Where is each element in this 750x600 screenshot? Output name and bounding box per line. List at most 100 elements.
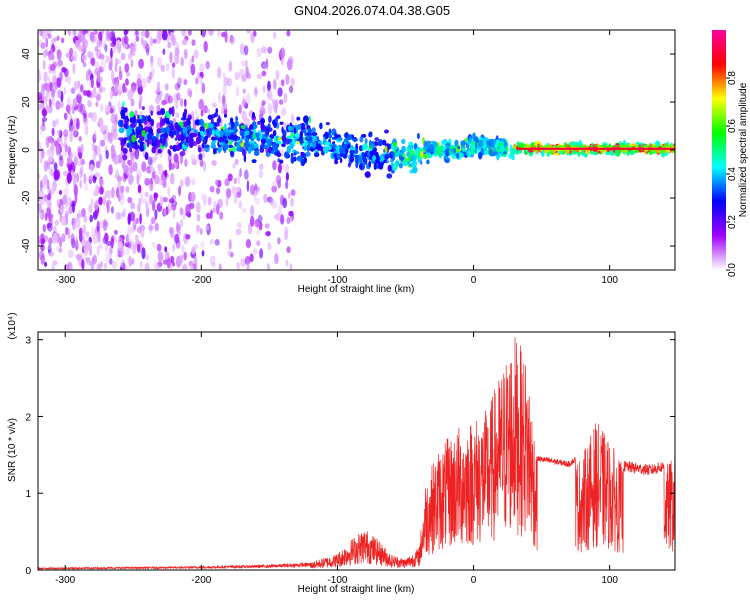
spectrogram-cell [125, 265, 129, 270]
spectrogram-cell [45, 104, 49, 112]
spectrogram-cell [275, 175, 282, 184]
spectrogram-cell [129, 45, 135, 57]
spectrogram-cell [96, 245, 100, 257]
spectrogram-cell [152, 136, 157, 140]
spectrogram-cell [209, 255, 216, 265]
spectrogram-cell [363, 157, 368, 165]
spectrogram-cell [304, 129, 307, 137]
spectrogram-cell [466, 150, 472, 156]
spectrogram-cell [159, 174, 166, 184]
spectrogram-cell [200, 192, 204, 201]
spectrogram-cell [350, 145, 354, 150]
spectrogram-cell [394, 145, 398, 150]
spectrogram-cell [174, 233, 180, 244]
spectrogram-cell [127, 196, 133, 204]
spectrogram-cell [386, 173, 393, 179]
spectrogram-cell [334, 156, 338, 164]
spectrogram-cell [122, 208, 127, 218]
spectrogram-y-ticks: -40 -20 0 20 40 [21, 48, 675, 253]
spectrogram-cell [254, 183, 258, 191]
spectrogram-cell [168, 151, 172, 156]
spectrogram-cell [260, 138, 267, 144]
spectrogram-cell [238, 200, 243, 210]
spectrogram-cell [108, 164, 113, 176]
spectrogram-cell [286, 58, 293, 71]
spectrogram-cell [487, 145, 491, 150]
spectrogram-cell [118, 82, 122, 95]
colorbar: 0.0 0.2 0.4 0.6 0.8 Normalized spectral ampl… [712, 30, 749, 277]
spectrogram-cell [167, 41, 172, 49]
spectrogram-cell [303, 140, 310, 146]
spectrogram-cell [145, 206, 150, 218]
spectrogram-cell [441, 139, 447, 145]
spectrogram-cell [478, 140, 484, 148]
spectrogram-cell [339, 157, 343, 164]
spectrogram-cell [272, 100, 278, 113]
y-tick-label: 2 [25, 412, 31, 423]
spectrogram-cell [61, 215, 67, 226]
spectrogram-cell [125, 78, 129, 86]
spectrogram-cell [218, 136, 225, 143]
spectrogram-cell [134, 234, 139, 241]
snr-series-line [38, 337, 675, 570]
spectrogram-cell [378, 154, 385, 163]
spectrogram-cell [130, 98, 135, 107]
figure-title: GN04.2026.074.04.38.G05 [294, 3, 450, 18]
spectrogram-cell [236, 136, 241, 140]
spectrogram-cell [160, 127, 165, 134]
spectrogram-cell [290, 197, 294, 207]
spectrogram-cell [94, 200, 99, 211]
spectrogram-cell [167, 186, 171, 197]
spectrogram-cell [59, 204, 65, 214]
spectrogram-cell [72, 62, 76, 75]
x-tick-label: -200 [191, 275, 211, 286]
spectrogram-cell [236, 222, 242, 229]
spectrogram-cell [84, 183, 89, 192]
spectrogram-cell [69, 130, 73, 143]
spectrogram-cell [132, 244, 137, 255]
spectrogram-cell [191, 55, 195, 63]
spectrogram-cell [206, 108, 211, 114]
spectrogram-cell [359, 145, 363, 152]
spectrogram-cell [241, 60, 245, 67]
spectrogram-cell [228, 148, 232, 152]
spectrogram-cell [275, 70, 280, 81]
spectrogram-cell [408, 155, 412, 162]
spectrogram-cell [167, 95, 173, 104]
spectrogram-cell [187, 137, 191, 142]
spectrogram-cell [64, 68, 69, 77]
spectrogram-cell [324, 141, 331, 146]
spectrogram-cell [75, 235, 78, 247]
spectrogram-cell [221, 31, 226, 38]
spectrogram-cell [175, 124, 182, 132]
spectrogram-cell [54, 169, 61, 180]
spectrogram-cell [234, 71, 241, 81]
spectrogram-cell [244, 117, 251, 126]
spectrogram-cell [555, 152, 559, 157]
spectrogram-cell [161, 138, 166, 147]
spectrogram-cell [55, 100, 61, 110]
spectrogram-cell [362, 143, 368, 151]
spectrogram-cell [267, 102, 273, 115]
spectrogram-cell [324, 131, 329, 140]
spectrogram-cell [338, 146, 344, 154]
spectrogram-cell [148, 128, 153, 135]
spectrogram-cell [162, 196, 168, 203]
spectrogram-cell [128, 255, 132, 265]
snr-frame [37, 331, 676, 571]
spectrogram-cell [183, 48, 188, 60]
snr-plot-area [38, 332, 675, 570]
spectrogram-cell [269, 197, 274, 206]
spectrogram-cell [85, 70, 90, 82]
spectrogram-cell [120, 185, 125, 194]
spectrogram-cell [181, 143, 185, 149]
spectrogram-cell [200, 109, 204, 117]
spectrogram-cell [393, 162, 398, 171]
spectrogram-cell [305, 151, 311, 157]
spectrogram-cell [217, 92, 221, 104]
spectrogram-cell [204, 135, 208, 141]
spectrogram-cell [115, 168, 119, 178]
spectrogram-cell [205, 212, 212, 219]
spectrogram-cell [235, 228, 242, 236]
spectrogram-cell [458, 152, 464, 157]
